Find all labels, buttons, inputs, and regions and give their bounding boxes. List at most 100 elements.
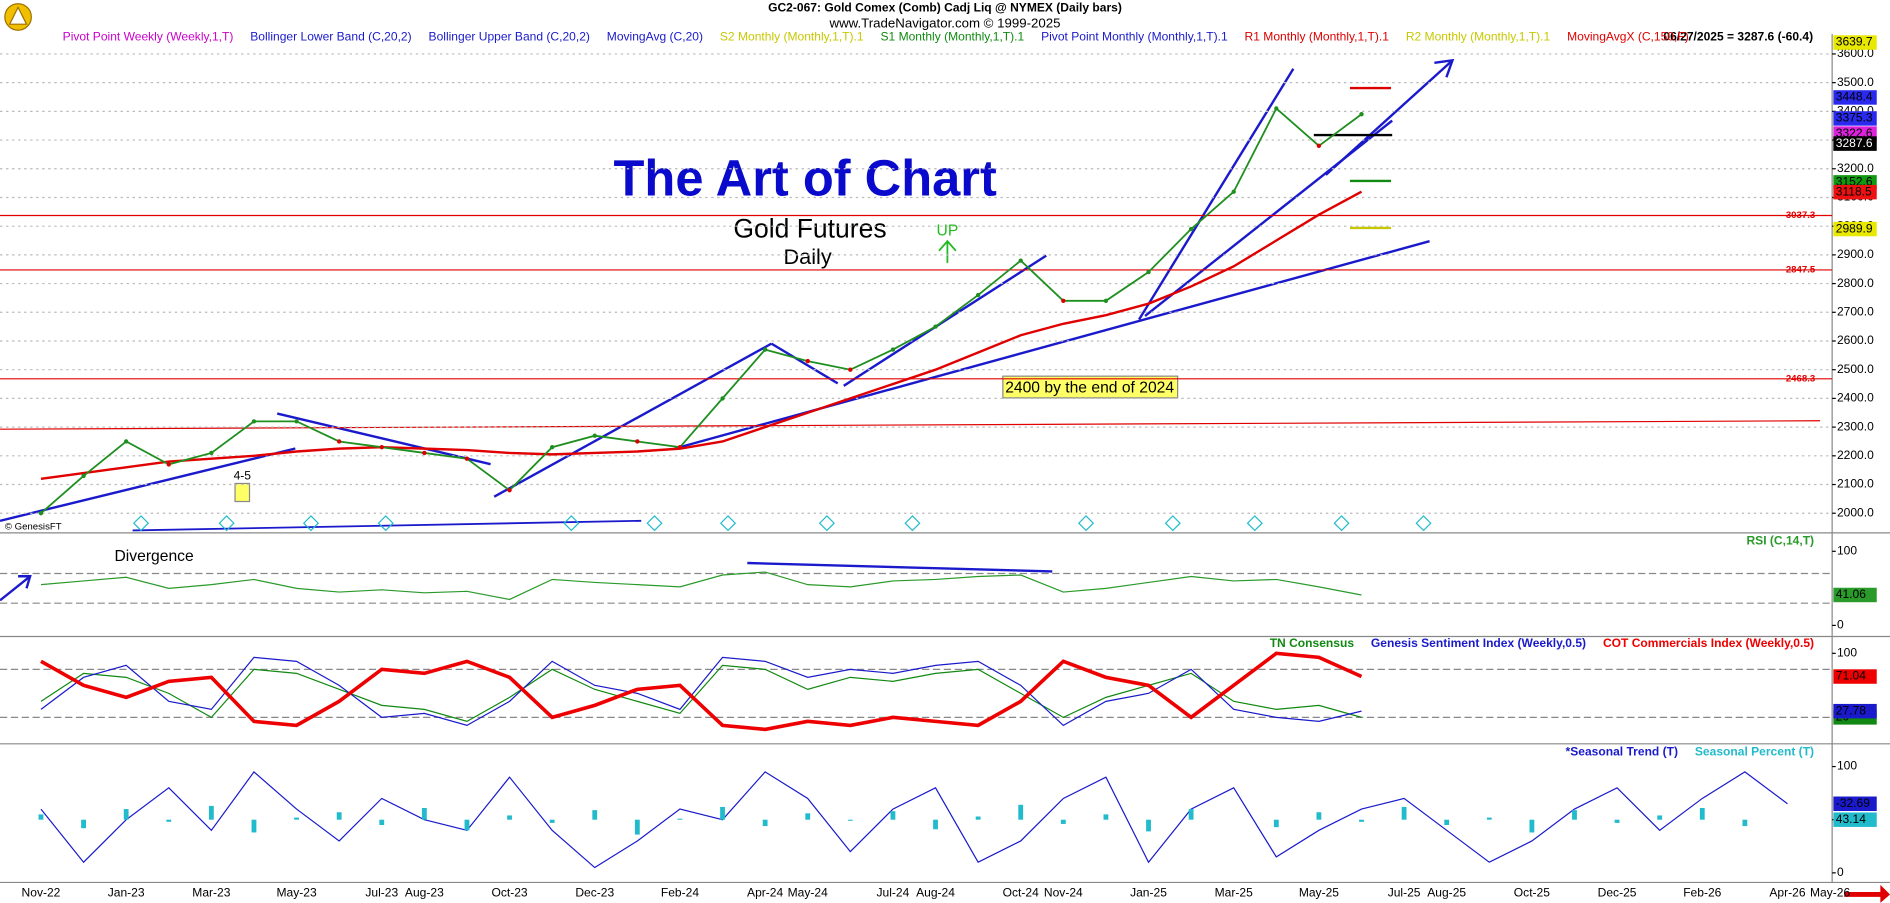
seasonal-bar (975, 816, 981, 820)
seasonal-bar (933, 819, 938, 830)
x-tick-label: Oct-25 (1514, 885, 1550, 899)
value-tag (1833, 587, 1877, 603)
seasonal-bar (677, 818, 683, 820)
pivot-marks (1313, 86, 1393, 230)
x-tick-label: Jul-25 (1388, 885, 1421, 899)
x-tick-label: Feb-24 (661, 885, 699, 899)
x-tick-label: May-26 (1810, 885, 1850, 899)
seasonal-bar (166, 819, 172, 822)
seasonal-bar (464, 819, 470, 831)
target-box (1002, 375, 1179, 399)
price-point (1188, 226, 1194, 232)
x-tick-label: Mar-25 (1215, 885, 1253, 899)
legend-entry: R1 Monthly (Monthly,1,T).1 (1245, 30, 1390, 44)
seasonal-bar (421, 808, 427, 820)
x-tick-label: Apr-26 (1769, 885, 1805, 899)
y-tick-label: 3500.0 (1837, 75, 1874, 89)
up-arrow (938, 239, 957, 263)
legend-entry: S2 Monthly (Monthly,1,T).1 (720, 30, 864, 44)
seasonal-bar (1188, 809, 1194, 820)
price-point (166, 462, 171, 467)
y-tick-label: 100 (1837, 646, 1857, 660)
event-diamonds (132, 515, 1432, 532)
price-point (1061, 298, 1066, 303)
seasonal-bar (1742, 819, 1748, 827)
level-label: 2468.3 (1786, 373, 1815, 384)
value-tag (1833, 136, 1877, 151)
sentiment-line (40, 656, 1362, 727)
seasonal-bar (379, 819, 385, 826)
up-label: UP (937, 223, 959, 240)
value-tag (1833, 90, 1877, 105)
logo (4, 3, 32, 31)
timeframe: Daily (783, 244, 831, 269)
legend-entry: Seasonal Percent (T) (1695, 744, 1814, 758)
price-line (40, 107, 1363, 514)
x-tick-label: Dec-23 (575, 885, 614, 899)
source: www.TradeNavigator.com © 1999-2025 (829, 16, 1061, 31)
seasonal-bar (123, 809, 129, 820)
value-tag (1833, 111, 1877, 126)
wave-box (234, 482, 251, 503)
long-trendline (0, 420, 1821, 430)
divergence-label: Divergence (115, 548, 194, 565)
value-tag-label: 3287.6 (1836, 136, 1873, 150)
value-tag-label: 3322.6 (1836, 126, 1873, 140)
value-tag-label: 3118.5 (1836, 184, 1872, 198)
x-tick-label: Apr-24 (747, 885, 783, 899)
price-point (549, 445, 555, 450)
y-tick-label: 2500.0 (1837, 362, 1874, 376)
y-tick-label: 2800.0 (1837, 276, 1874, 290)
seasonal-bar (1614, 819, 1620, 823)
value-tag-label: 2989.9 (1836, 221, 1873, 235)
scroll-arrow[interactable] (1844, 884, 1890, 903)
legend-entry: TN Consensus (1270, 636, 1355, 650)
seasonal-bar (1273, 819, 1279, 828)
price-point (1231, 189, 1236, 194)
price-point (1146, 269, 1151, 275)
price-point (1274, 106, 1279, 111)
seasonal-bar (1316, 812, 1322, 820)
y-tick-label: 2600.0 (1837, 333, 1874, 347)
price-point (336, 439, 342, 444)
price-point (805, 358, 810, 364)
price-point (677, 445, 683, 450)
y-tick-label: 2000.0 (1837, 505, 1874, 519)
y-tick-label: 100 (1837, 759, 1857, 773)
y-tick-label: 3200.0 (1837, 161, 1874, 175)
seasonal-bar (294, 817, 299, 820)
price-point (1359, 112, 1364, 117)
value-tag (1833, 796, 1877, 811)
level-label: 2847.5 (1786, 264, 1816, 275)
y-tick-label: 2700.0 (1837, 304, 1874, 318)
legend-entry: *Seasonal Trend (T) (1566, 744, 1678, 758)
seasonal-bar (81, 819, 86, 829)
seasonal-bar (634, 819, 640, 835)
x-tick-label: Jan-23 (108, 885, 145, 899)
seasonal-bar (592, 810, 598, 820)
legend-entry: Genesis Sentiment Index (Weekly,0.5) (1371, 636, 1586, 650)
copyright: © GenesisFT (5, 521, 62, 532)
rsi-title: RSI (C,14,T) (1746, 533, 1814, 547)
price-point (422, 450, 427, 456)
seasonal-bar (507, 815, 512, 820)
value-tag-label: 41.06 (1836, 587, 1866, 601)
price-point (124, 439, 129, 444)
value-tag-label: 3375.3 (1836, 111, 1873, 125)
status: 06/27/2025 = 3287.6 (-60.4) (1663, 30, 1813, 44)
rsi-line (40, 571, 1362, 601)
price-point (635, 439, 640, 444)
x-tick-label: May-23 (276, 885, 316, 899)
y-tick-label: 2200.0 (1837, 448, 1874, 462)
level-label: 3037.3 (1786, 210, 1815, 221)
y-tick-label: 2900.0 (1837, 247, 1874, 261)
seasonal-bar (1018, 804, 1024, 820)
value-tag (1833, 184, 1877, 200)
sentiment-line (40, 664, 1362, 723)
value-tag (1833, 221, 1877, 237)
value-tag (1833, 669, 1877, 684)
seasonal-bar (1401, 806, 1407, 820)
